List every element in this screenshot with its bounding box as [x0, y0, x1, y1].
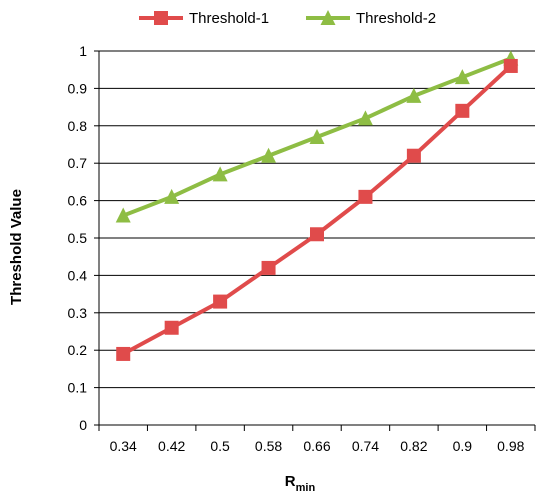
data-point [454, 69, 470, 85]
y-tick-label: 0.1 [68, 380, 88, 396]
legend-label: Threshold-1 [189, 10, 269, 27]
x-tick-label: 0.82 [400, 438, 427, 454]
y-tick-label: 0.4 [68, 267, 88, 283]
y-tick-label: 0.7 [68, 155, 88, 171]
y-tick-label: 0 [79, 417, 87, 433]
x-tick-label: 0.9 [453, 438, 473, 454]
data-point [261, 147, 277, 163]
data-point [261, 260, 276, 275]
legend-swatch-marker [154, 11, 168, 25]
data-point [164, 320, 179, 335]
x-tick-label: 0.34 [110, 438, 137, 454]
data-point [406, 87, 422, 103]
legend-label: Threshold-2 [356, 10, 436, 27]
legend-swatch-marker [320, 10, 336, 25]
data-point [310, 227, 324, 242]
data-point [406, 148, 421, 163]
x-axis-title-subscript: min [296, 482, 316, 494]
x-tick-label: 0.66 [303, 438, 330, 454]
x-axis-title-main: R [285, 473, 296, 490]
legend-item-threshold-2: Threshold-2 [306, 10, 436, 27]
y-axis-title: Threshold Value [8, 189, 25, 305]
tick-labels: 0 0.1 0.2 0.3 0.4 0.5 0.6 0.7 0.8 0.9 1 0.34 0.42 0.5… [68, 43, 525, 454]
data-point [212, 166, 228, 182]
y-tick-label: 0.2 [68, 342, 88, 358]
data-point [455, 103, 470, 118]
legend-item-threshold-1: Threshold-1 [139, 10, 269, 27]
x-tick-label: 0.42 [158, 438, 185, 454]
data-point [115, 207, 131, 223]
x-tick-label: 0.74 [352, 438, 379, 454]
x-tick-label: 0.58 [255, 438, 282, 454]
y-tick-label: 0.3 [68, 305, 88, 321]
y-tick-label: 0.6 [68, 193, 88, 209]
series-layer [115, 50, 519, 361]
y-tick-label: 0.5 [68, 230, 88, 246]
series-threshold-1 [116, 58, 518, 361]
data-point [116, 346, 131, 361]
series-line [122, 64, 513, 356]
data-point [357, 110, 373, 126]
y-tick-label: 0.8 [68, 118, 88, 134]
data-point [503, 58, 518, 73]
legend: Threshold-1 Threshold-2 [139, 10, 436, 27]
x-tick-label: 0.98 [497, 438, 524, 454]
y-tick-label: 1 [79, 43, 87, 59]
axes [94, 50, 536, 431]
data-point [164, 188, 180, 204]
x-tick-label: 0.5 [210, 438, 230, 454]
x-axis-title: Rmin [285, 473, 316, 494]
data-point [309, 129, 325, 145]
y-tick-label: 0.9 [68, 80, 88, 96]
data-point [213, 294, 228, 309]
data-point [358, 189, 373, 204]
series-threshold-2 [115, 50, 519, 223]
